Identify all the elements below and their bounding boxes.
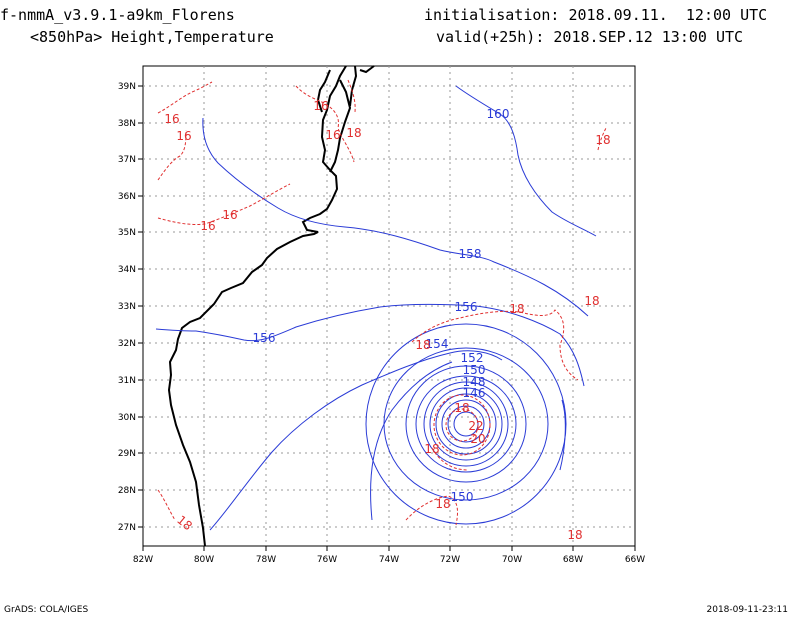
lat-label: 39N bbox=[118, 82, 136, 92]
lat-label: 32N bbox=[118, 339, 136, 349]
lon-label: 78W bbox=[256, 555, 276, 565]
lat-label: 28N bbox=[118, 486, 136, 496]
model-title: f-nmmA_v3.9.1-a9km_Florens bbox=[0, 6, 235, 24]
lat-label: 30N bbox=[118, 413, 136, 423]
lat-label: 37N bbox=[118, 155, 136, 165]
temp-label: 18 bbox=[509, 302, 524, 316]
temp-label: 22 bbox=[468, 419, 483, 433]
height-contours bbox=[155, 85, 597, 531]
lat-label: 35N bbox=[118, 228, 136, 238]
lon-label: 72W bbox=[440, 555, 460, 565]
temp-label: 16 bbox=[325, 128, 340, 142]
lat-label: 33N bbox=[118, 302, 136, 312]
footer-credit: GrADS: COLA/IGES bbox=[4, 605, 89, 615]
temp-label: 18 bbox=[454, 401, 469, 415]
temp-label: 16 bbox=[164, 112, 179, 126]
height-label: 146 bbox=[463, 386, 486, 400]
lon-label: 70W bbox=[502, 555, 522, 565]
temp-label: 18 bbox=[567, 528, 582, 542]
temp-label: 20 bbox=[470, 432, 485, 446]
height-label: 150 bbox=[463, 363, 486, 377]
height-label: 154 bbox=[426, 337, 449, 351]
temp-label: 18 bbox=[174, 513, 195, 534]
temp-label: 18 bbox=[424, 442, 439, 456]
grid-lines bbox=[143, 66, 635, 546]
lat-label: 36N bbox=[118, 192, 136, 202]
temp-label: 18 bbox=[415, 338, 430, 352]
temp-label: 18 bbox=[584, 294, 599, 308]
lat-label: 34N bbox=[118, 265, 136, 275]
height-label: 150 bbox=[451, 490, 474, 504]
height-label: 148 bbox=[463, 375, 486, 389]
temp-label: 16 bbox=[176, 129, 191, 143]
valid-time: valid(+25h): 2018.SEP.12 13:00 UTC bbox=[436, 28, 744, 46]
temp-label: 18 bbox=[435, 497, 450, 511]
field-title: <850hPa> Height,Temperature bbox=[30, 28, 274, 46]
temperature-contours bbox=[157, 79, 607, 526]
footer-timestamp: 2018-09-11-23:11 bbox=[706, 605, 789, 615]
lon-label: 66W bbox=[625, 555, 645, 565]
init-time: initialisation: 2018.09.11. 12:00 UTC bbox=[424, 6, 768, 24]
height-label: 152 bbox=[461, 351, 484, 365]
lon-label: 76W bbox=[317, 555, 337, 565]
temp-label: 18 bbox=[595, 133, 610, 147]
lat-label: 38N bbox=[118, 119, 136, 129]
axis-ticks bbox=[138, 85, 636, 551]
temp-label: 16 bbox=[313, 99, 328, 113]
lon-label: 82W bbox=[133, 555, 153, 565]
height-label: 156 bbox=[455, 300, 478, 314]
height-label: 160 bbox=[487, 107, 510, 121]
temp-label: 16 bbox=[222, 208, 237, 222]
lat-label: 31N bbox=[118, 376, 136, 386]
lon-label: 68W bbox=[563, 555, 583, 565]
lon-label: 80W bbox=[194, 555, 214, 565]
height-label: 156 bbox=[253, 331, 276, 345]
temp-label: 16 bbox=[200, 219, 215, 233]
lat-label: 27N bbox=[118, 523, 136, 533]
temp-label: 18 bbox=[346, 126, 361, 140]
coastline bbox=[167, 65, 375, 547]
lat-label: 29N bbox=[118, 449, 136, 459]
lon-label: 74W bbox=[379, 555, 399, 565]
height-label: 158 bbox=[459, 247, 482, 261]
